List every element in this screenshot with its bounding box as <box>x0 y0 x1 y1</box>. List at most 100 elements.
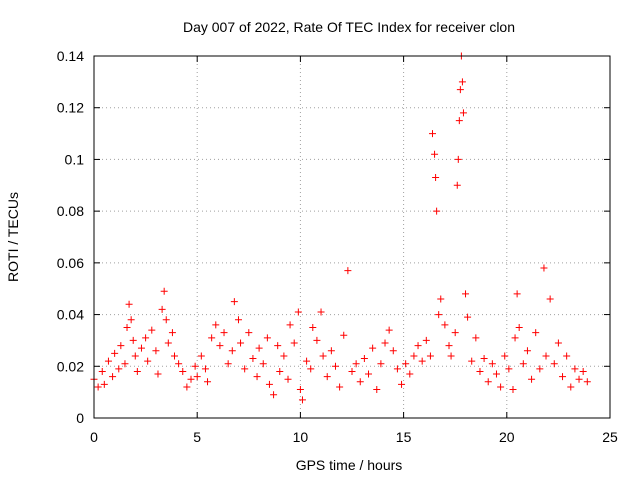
data-point-marker <box>127 316 135 324</box>
data-point-marker <box>117 342 125 350</box>
data-point-marker <box>536 365 544 373</box>
data-point-marker <box>410 352 418 360</box>
data-point <box>540 264 548 272</box>
data-point <box>402 360 410 368</box>
data-point <box>123 324 131 331</box>
data-point-marker <box>540 264 548 272</box>
data-point <box>348 367 356 375</box>
data-point-marker <box>123 324 131 331</box>
data-point-marker <box>255 344 263 352</box>
data-point-marker <box>170 352 178 360</box>
data-point-marker <box>183 383 191 391</box>
data-point-marker <box>152 347 160 355</box>
data-point <box>550 360 558 368</box>
axis-ticks <box>93 55 611 419</box>
data-point-marker <box>554 339 562 347</box>
data-point <box>191 362 199 370</box>
data-points <box>90 52 591 404</box>
data-point-marker <box>571 365 579 373</box>
data-point-marker <box>98 367 106 375</box>
data-point-marker <box>115 365 123 373</box>
data-point-marker <box>193 373 201 381</box>
data-point <box>492 370 500 378</box>
y-tick-label: 0.02 <box>57 358 84 374</box>
data-point-marker <box>385 326 393 334</box>
data-point <box>536 365 544 373</box>
data-point-marker <box>488 360 496 368</box>
data-point <box>162 316 170 324</box>
data-point <box>546 295 554 303</box>
data-point-marker <box>323 373 331 381</box>
data-point-marker <box>307 365 315 373</box>
y-tick-label: 0.06 <box>57 255 84 271</box>
y-tick-label: 0.14 <box>57 48 84 64</box>
data-point <box>528 375 536 383</box>
data-point <box>294 308 302 316</box>
data-point-marker <box>228 347 236 355</box>
data-point <box>542 352 550 360</box>
data-point <box>317 308 325 316</box>
data-point <box>575 375 583 383</box>
data-point <box>464 313 472 321</box>
data-point-marker <box>402 360 410 368</box>
data-point <box>579 367 587 375</box>
data-point-marker <box>377 360 385 368</box>
data-point-marker <box>542 352 550 360</box>
data-point <box>241 365 249 373</box>
data-point <box>462 290 470 298</box>
data-point-marker <box>428 130 436 138</box>
data-point <box>445 342 453 350</box>
data-point-marker <box>179 367 187 375</box>
data-point <box>280 352 288 360</box>
data-point <box>245 329 253 337</box>
x-tick-label: 15 <box>396 429 412 445</box>
data-point <box>331 362 339 370</box>
data-point <box>121 360 129 368</box>
data-point <box>488 360 496 368</box>
data-point-marker <box>133 367 141 375</box>
data-point-marker <box>464 313 472 321</box>
y-tick-label: 0 <box>76 410 84 426</box>
data-point <box>98 367 106 375</box>
data-point-marker <box>336 383 344 391</box>
data-point <box>111 349 119 357</box>
data-point-marker <box>513 290 521 298</box>
data-point-marker <box>131 352 139 360</box>
data-point <box>344 267 352 275</box>
data-point <box>237 339 245 347</box>
x-tick-label: 5 <box>193 429 201 445</box>
data-point-marker <box>208 334 216 342</box>
data-point <box>259 360 267 368</box>
data-point <box>583 378 591 386</box>
data-point <box>193 373 201 381</box>
data-point-marker <box>431 150 439 158</box>
y-tick-label: 0.04 <box>57 307 84 323</box>
data-point-marker <box>528 375 536 383</box>
data-point-marker <box>340 331 348 339</box>
data-point-marker <box>137 344 145 352</box>
data-point-marker <box>511 334 519 342</box>
data-point-marker <box>317 308 325 316</box>
data-point <box>144 357 152 365</box>
data-point <box>187 375 195 383</box>
data-point <box>109 373 117 381</box>
data-point-marker <box>309 324 317 331</box>
data-point <box>381 339 389 347</box>
data-point-marker <box>546 295 554 303</box>
data-point <box>472 334 480 342</box>
data-point <box>234 316 242 324</box>
data-point <box>480 355 488 363</box>
y-tick-label: 0.1 <box>65 151 85 167</box>
data-point-marker <box>472 334 480 342</box>
data-point <box>100 380 108 388</box>
data-point-marker <box>144 357 152 365</box>
data-point <box>567 383 575 391</box>
data-point <box>447 352 455 360</box>
data-point <box>309 324 317 331</box>
x-tick-label: 20 <box>499 429 515 445</box>
data-point-marker <box>575 375 583 383</box>
data-point <box>426 352 434 360</box>
plot-frame <box>93 55 611 419</box>
data-point-marker <box>456 86 464 94</box>
data-point <box>160 287 168 295</box>
